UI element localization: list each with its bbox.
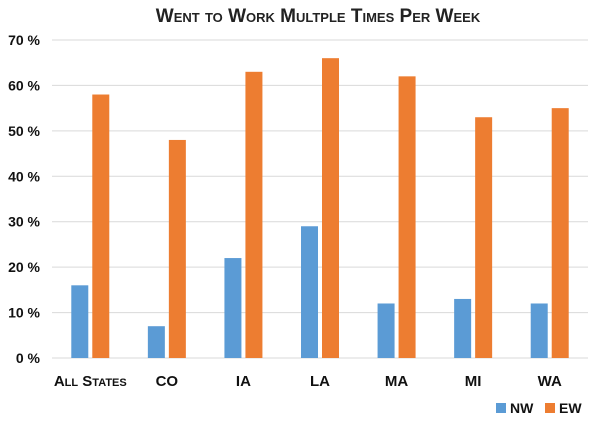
x-category-label: WA [538, 373, 562, 390]
bar-ew-la [322, 58, 339, 359]
x-category-label: IA [236, 373, 251, 390]
bar-ew-ia [245, 71, 263, 359]
bar-ew-wa [551, 108, 569, 359]
y-tick-label: 60 % [8, 77, 40, 93]
y-axis-ticks: 0 % 10 % 20 % 30 % 40 % 50 % 60 % 70 % [8, 32, 40, 366]
x-category-label: LA [310, 373, 330, 390]
legend-label-nw: NW [510, 400, 534, 416]
x-axis-categories: All States CO IA LA MA MI WA [54, 373, 562, 390]
legend-swatch-nw [496, 403, 506, 413]
x-category-label: CO [156, 373, 179, 390]
y-tick-label: 70 % [8, 32, 40, 48]
bar-nw-la [301, 226, 318, 358]
y-tick-label: 40 % [8, 168, 40, 184]
legend: NW EW [496, 400, 582, 416]
legend-swatch-ew [545, 403, 555, 413]
chart-title: Went to Work Multple Times Per Week [156, 6, 481, 27]
x-category-label: All States [54, 373, 127, 390]
y-tick-label: 50 % [8, 123, 40, 139]
bar-nw-ia [224, 258, 242, 358]
y-tick-label: 0 % [16, 350, 41, 366]
bars [71, 58, 569, 359]
gridlines [52, 39, 588, 359]
bar-nw-ma [377, 303, 395, 358]
x-category-label: MI [465, 373, 482, 390]
bar-ew-all-states [92, 94, 110, 358]
bar-ew-ma [398, 76, 416, 358]
bar-nw-co [147, 326, 165, 358]
y-tick-label: 20 % [8, 259, 40, 275]
bar-nw-wa [530, 303, 548, 358]
legend-label-ew: EW [559, 400, 582, 416]
bar-ew-mi [475, 117, 493, 358]
x-category-label: MA [385, 373, 408, 390]
bar-nw-mi [454, 298, 472, 358]
y-tick-label: 30 % [8, 214, 40, 230]
bar-ew-co [168, 139, 186, 358]
bar-nw-all-states [71, 285, 89, 358]
y-tick-label: 10 % [8, 305, 40, 321]
